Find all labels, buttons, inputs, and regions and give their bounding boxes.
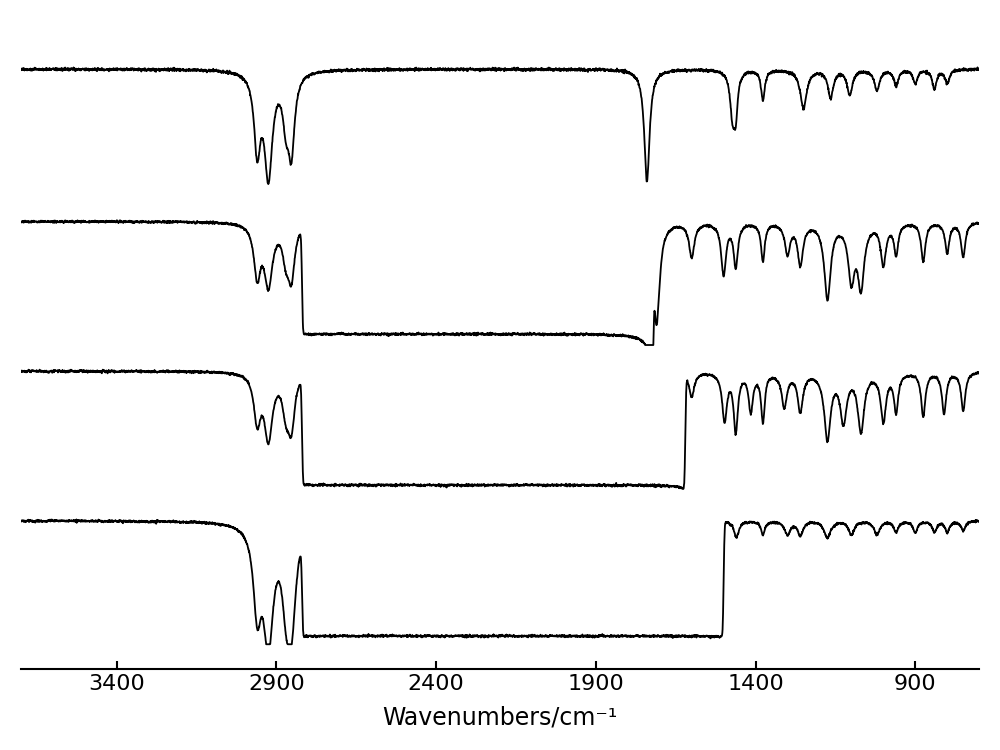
X-axis label: Wavenumbers/cm⁻¹: Wavenumbers/cm⁻¹ bbox=[382, 705, 618, 729]
